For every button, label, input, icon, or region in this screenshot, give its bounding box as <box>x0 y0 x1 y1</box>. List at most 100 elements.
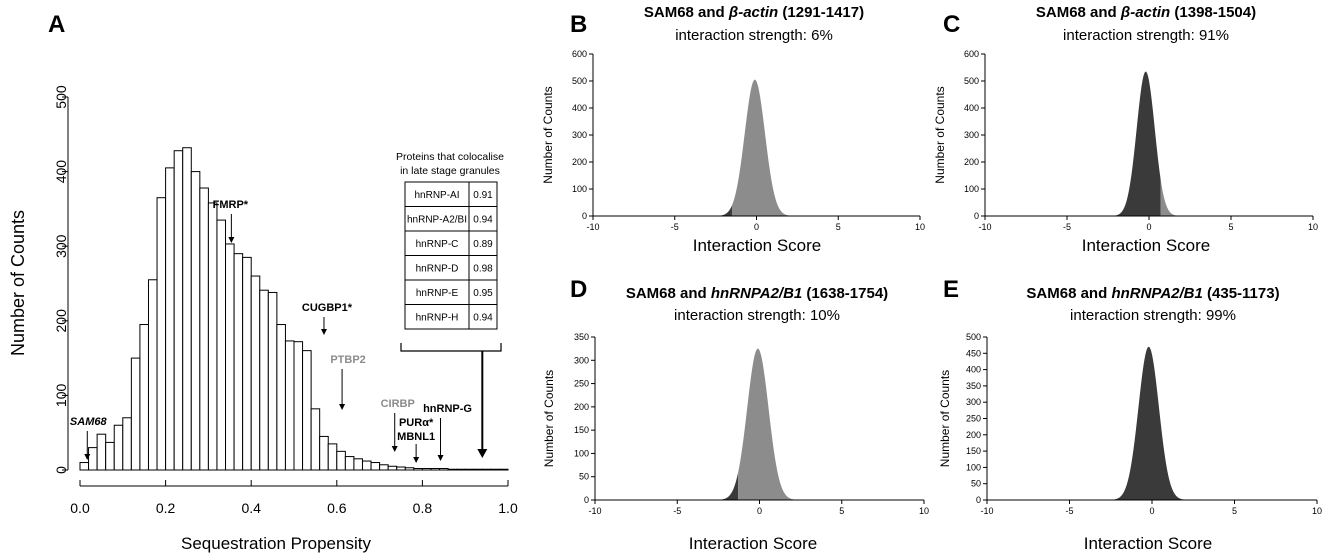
x-tick-label: 1.0 <box>498 500 518 516</box>
x-tick-label: 0 <box>757 506 762 516</box>
inset-table-protein: hnRNP-C <box>416 239 459 250</box>
y-tick-label: 300 <box>966 397 981 407</box>
panel-label-d: D <box>570 276 587 303</box>
y-tick-label: 300 <box>574 355 589 365</box>
x-tick-label: 0.0 <box>70 500 90 516</box>
arrow-mbnl1-head <box>413 457 420 463</box>
histogram-bar <box>361 460 372 471</box>
y-tick-label: 100 <box>964 184 979 194</box>
inset-table: hnRNP-AI 0.91 hnRNP-A2/BI 0.94 hnRNP-C 0.89 hn… <box>404 181 498 330</box>
y-tick-label: 50 <box>971 479 981 489</box>
inset-table-value: 0.89 <box>473 239 493 250</box>
inset-table-protein: hnRNP-A2/BI <box>407 215 467 226</box>
y-tick-label: 200 <box>572 157 587 167</box>
y-tick-label: 200 <box>574 402 589 412</box>
panel-title-plain: SAM68 and <box>1036 4 1121 21</box>
panel-title-plain: SAM68 and <box>1026 285 1111 302</box>
x-tick-label: 10 <box>915 222 925 232</box>
histogram-bar <box>233 253 244 471</box>
y-axis-title: Number of Counts <box>938 370 952 467</box>
arrow-cugbp1-head <box>320 329 327 335</box>
histogram-bar <box>353 458 363 471</box>
x-axis-title: Interaction Score <box>693 236 822 255</box>
histogram-bar <box>439 468 449 471</box>
histogram-bar <box>259 289 269 471</box>
y-tick-label: 0 <box>976 495 981 505</box>
y-tick-label: 350 <box>574 332 589 342</box>
histogram-bar <box>310 408 321 471</box>
x-tick-label: 0 <box>1149 506 1154 516</box>
x-tick-label: -10 <box>588 506 601 516</box>
annotation-pura: PURα* <box>399 417 434 429</box>
density-light-region <box>731 79 806 217</box>
inset-table-value: 0.98 <box>473 264 493 275</box>
x-tick-label: 10 <box>1312 506 1322 516</box>
y-tick-label: 200 <box>964 157 979 167</box>
y-tick-label: 500 <box>964 76 979 86</box>
arrow-sam68-head <box>84 454 91 460</box>
arrow-cirbp-head <box>391 446 398 452</box>
y-tick-label: 0 <box>582 211 587 221</box>
y-tick-label: 0 <box>584 495 589 505</box>
x-tick-label: 5 <box>839 506 844 516</box>
histogram-bar <box>387 465 398 471</box>
annotation-ptbp2: PTBP2 <box>330 354 365 366</box>
annotation-cugbp1: CUGBP1* <box>302 302 353 314</box>
panel-title-italic: hnRNPA2/B1 <box>711 285 802 302</box>
x-tick-label: -10 <box>586 222 599 232</box>
inset-table-protein: hnRNP-D <box>416 264 459 275</box>
density-dark-region <box>1097 346 1200 500</box>
x-tick-label: -10 <box>980 506 993 516</box>
panel-subtitle-e: interaction strength: 99% <box>1070 307 1236 324</box>
histogram-bar <box>302 350 312 471</box>
x-tick-label: 0 <box>1146 222 1151 232</box>
panel-title-italic: β-actin <box>728 4 778 21</box>
panel-c: C SAM68 and β-actin (1398-1504) interactio… <box>933 4 1318 255</box>
density-dark-region <box>1100 71 1161 216</box>
y-tick-label: 500 <box>53 85 69 109</box>
x-tick-label: -5 <box>671 222 679 232</box>
x-tick-label: 5 <box>1232 506 1237 516</box>
inset-title-line1: Proteins that colocalise <box>396 151 504 163</box>
y-tick-label: 250 <box>966 414 981 424</box>
panel-title-b: SAM68 and β-actin (1291-1417) <box>644 4 864 21</box>
panel-title-e: SAM68 and hnRNPA2/B1 (435-1173) <box>1026 285 1279 302</box>
histogram-bar <box>199 187 209 471</box>
y-tick-label: 200 <box>53 309 69 333</box>
x-tick-label: -5 <box>1065 506 1073 516</box>
histogram-bar <box>156 197 167 471</box>
panel-subtitle-c: interaction strength: 91% <box>1063 27 1229 44</box>
histogram-bar <box>96 433 107 471</box>
panel-subtitle-d: interaction strength: 10% <box>674 307 840 324</box>
y-axis-title: Number of Counts <box>933 86 947 183</box>
histogram-bar <box>147 279 158 471</box>
panel-b: B SAM68 and β-actin (1291-1417) interactio… <box>541 4 925 255</box>
histogram-bar <box>250 275 261 471</box>
x-axis-title: Interaction Score <box>1082 236 1211 255</box>
histogram-bar <box>447 468 458 471</box>
inset-table-value: 0.95 <box>473 288 493 299</box>
y-tick-label: 400 <box>964 103 979 113</box>
histogram-bar <box>216 219 227 471</box>
y-tick-label: 0 <box>974 211 979 221</box>
histogram-bar <box>370 462 381 471</box>
histogram-bar <box>413 468 423 471</box>
inset-table-protein: hnRNP-H <box>416 313 459 324</box>
inset-table-protein: hnRNP-E <box>416 288 459 299</box>
x-axis-title: Sequestration Propensity <box>181 534 371 553</box>
inset-table-protein: hnRNP-AI <box>414 190 459 201</box>
histogram-bar <box>327 443 338 471</box>
inset-table-value: 0.94 <box>473 215 493 226</box>
panel-title-rest: (1291-1417) <box>778 4 864 21</box>
panel-title-plain: SAM68 and <box>644 4 729 21</box>
histogram-bar <box>344 456 355 471</box>
panel-title-rest: (435-1173) <box>1203 285 1280 302</box>
panel-label-e: E <box>943 276 959 303</box>
histogram-bar <box>379 464 389 471</box>
histogram-bar <box>319 435 329 471</box>
annotation-hnrnp-g: hnRNP-G <box>423 403 472 415</box>
panel-e: E SAM68 and hnRNPA2/B1 (435-1173) interact… <box>938 276 1322 553</box>
y-tick-label: 300 <box>53 234 69 258</box>
y-axis-title: Number of Counts <box>8 210 28 356</box>
